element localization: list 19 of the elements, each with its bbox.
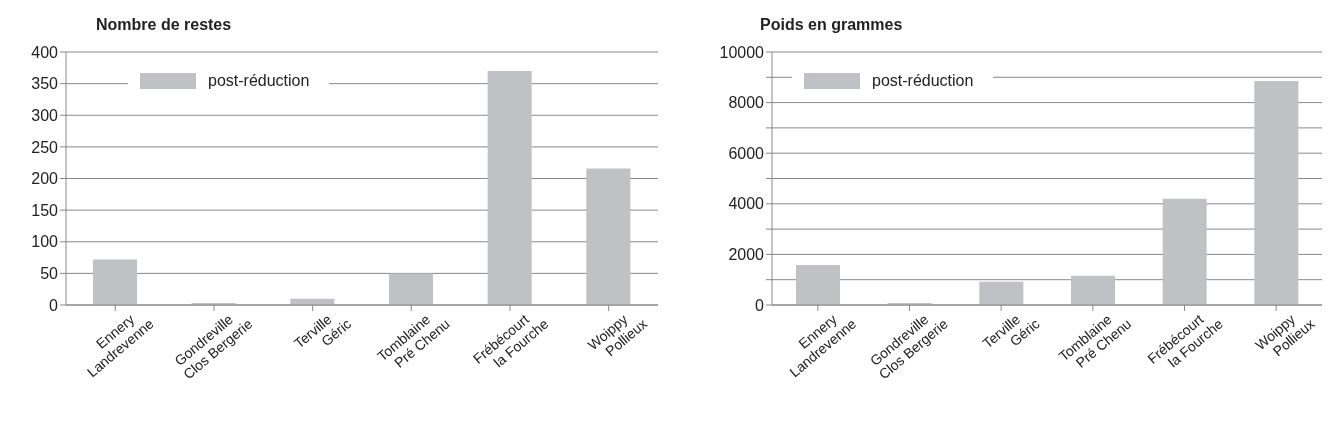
y-tick-label: 250 (31, 138, 59, 156)
y-tick-label: 8000 (728, 94, 765, 112)
chart-title: Poids en grammes (760, 16, 903, 34)
legend-label: post-réduction (207, 72, 310, 90)
legend-label: post-réduction (871, 72, 974, 90)
y-tick-label: 100 (31, 233, 59, 251)
y-tick-label: 10000 (719, 43, 765, 61)
y-tick-label: 0 (755, 296, 765, 314)
y-tick-label: 200 (31, 170, 59, 188)
y-tick-label: 350 (31, 75, 59, 93)
y-tick-label: 50 (40, 265, 59, 283)
chart-title: Nombre de restes (96, 16, 232, 34)
y-tick-label: 150 (31, 201, 59, 219)
y-tick-label: 300 (31, 106, 59, 124)
y-tick-label: 400 (31, 43, 59, 61)
y-tick-label: 6000 (728, 144, 765, 162)
y-tick-label: 0 (49, 296, 59, 314)
y-tick-label: 4000 (728, 195, 765, 213)
y-tick-label: 2000 (728, 246, 765, 264)
